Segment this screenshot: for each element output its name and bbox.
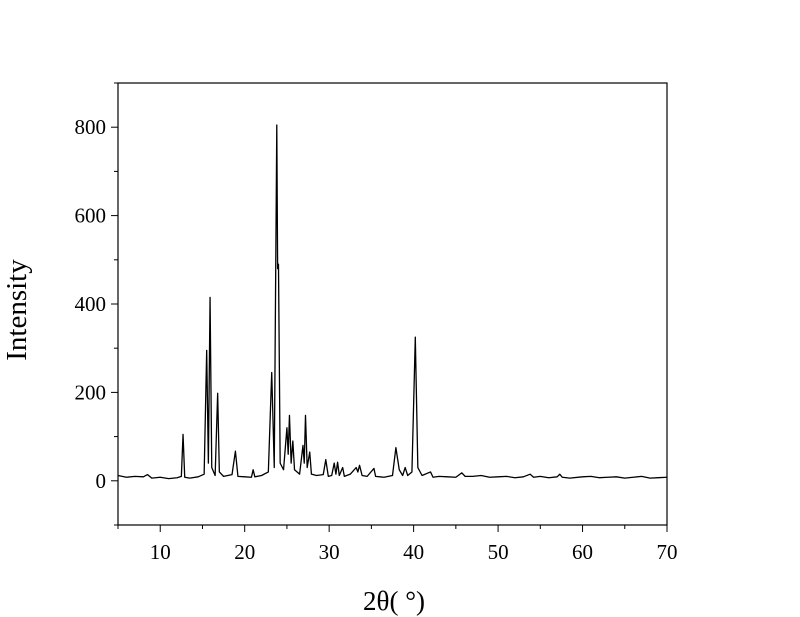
- x-tick-label: 50: [488, 540, 509, 564]
- y-tick-label: 600: [75, 204, 107, 228]
- y-axis-label: Intensity: [1, 259, 33, 361]
- x-tick-label: 20: [234, 540, 255, 564]
- y-tick-label: 0: [96, 469, 107, 493]
- plot-frame: [117, 82, 668, 526]
- y-tick-label: 800: [75, 115, 107, 139]
- x-tick-label: 70: [657, 540, 678, 564]
- data-line: [117, 124, 668, 480]
- x-tick-label: 10: [150, 540, 171, 564]
- y-tick-label: 400: [75, 292, 107, 316]
- x-tick-label: 40: [403, 540, 424, 564]
- x-tick-label: 30: [319, 540, 340, 564]
- x-axis-label: 2θ( °): [363, 586, 425, 616]
- x-tick-label: 60: [572, 540, 593, 564]
- y-tick-label: 200: [75, 380, 107, 404]
